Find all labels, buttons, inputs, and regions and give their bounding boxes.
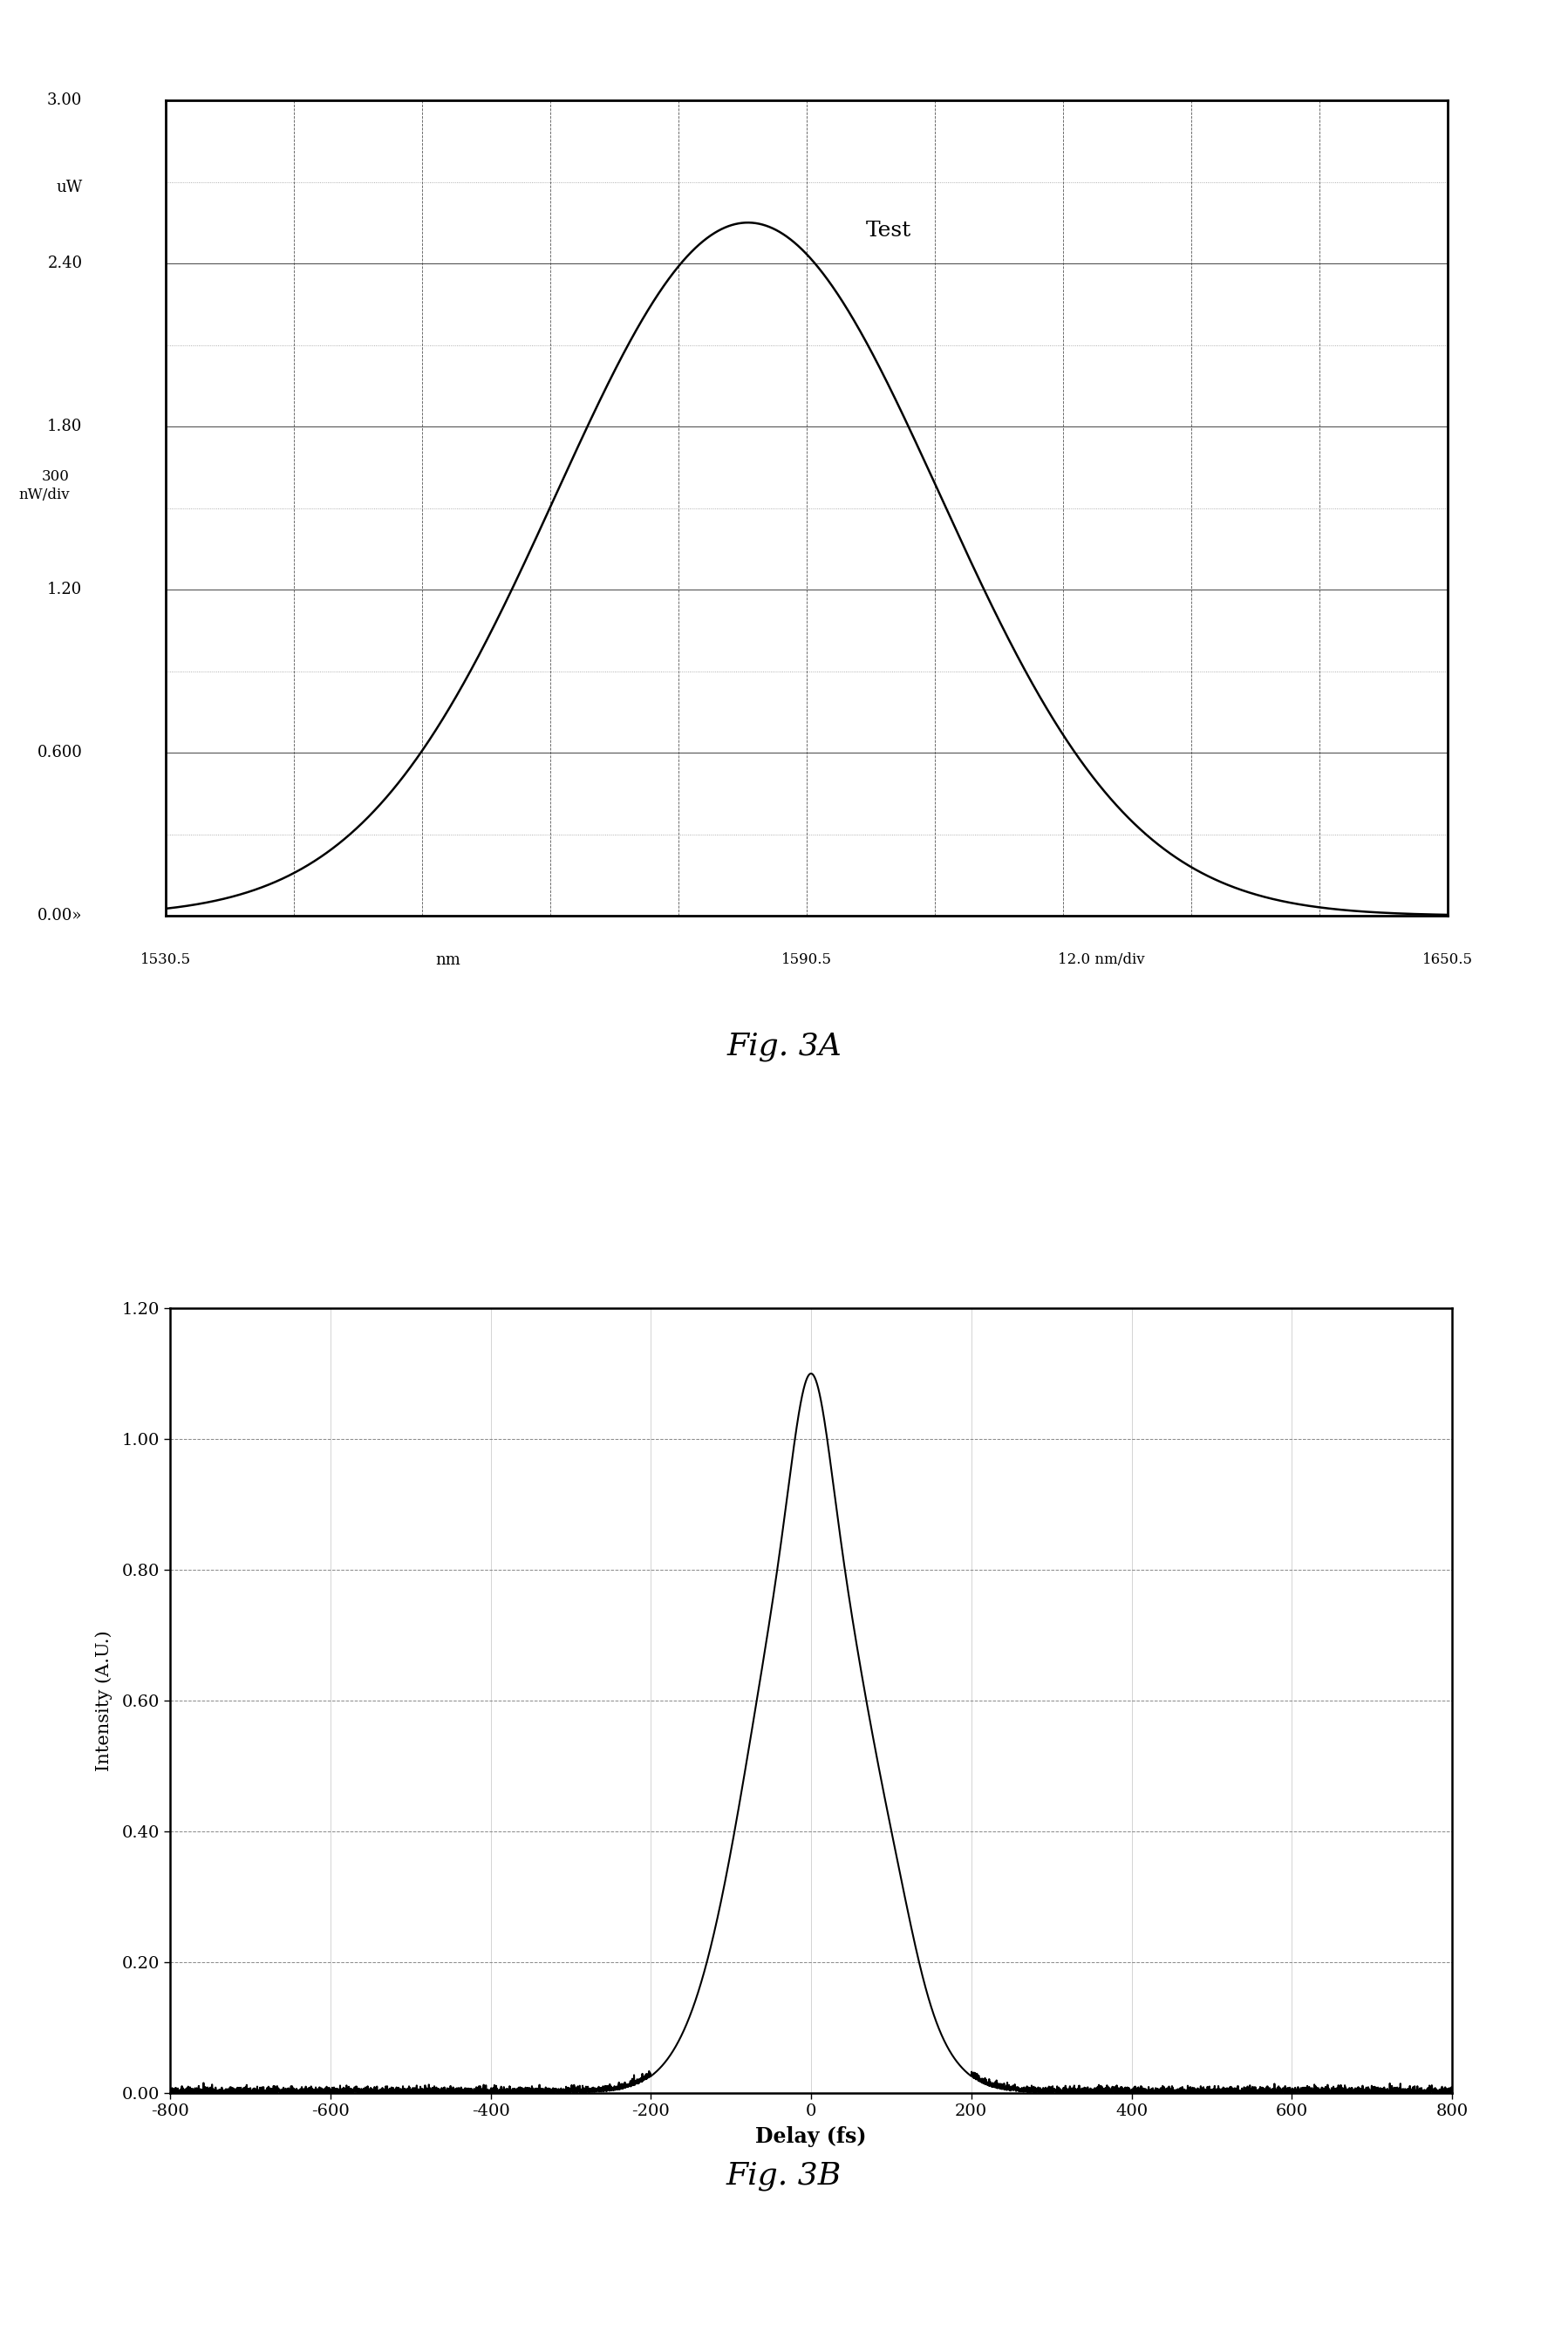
- Text: uW: uW: [56, 179, 83, 195]
- Text: 1.20: 1.20: [47, 581, 83, 598]
- Text: 0.00»: 0.00»: [38, 907, 83, 923]
- Text: Fig. 3B: Fig. 3B: [726, 2160, 842, 2190]
- Text: 1650.5: 1650.5: [1422, 953, 1472, 967]
- Text: 0.600: 0.600: [38, 744, 83, 760]
- Text: Test: Test: [866, 221, 911, 239]
- Text: 12.0 nm/div: 12.0 nm/div: [1058, 953, 1145, 967]
- Text: 300
nW/div: 300 nW/div: [19, 470, 69, 502]
- X-axis label: Delay (fs): Delay (fs): [756, 2127, 867, 2148]
- Text: 2.40: 2.40: [47, 256, 83, 272]
- Text: 3.00: 3.00: [47, 93, 83, 109]
- Text: Fig. 3A: Fig. 3A: [726, 1032, 842, 1060]
- Text: 1.80: 1.80: [47, 418, 83, 435]
- Text: 1590.5: 1590.5: [781, 953, 833, 967]
- Y-axis label: Intensity (A.U.): Intensity (A.U.): [96, 1630, 113, 1772]
- Text: nm: nm: [436, 953, 461, 967]
- Text: 1530.5: 1530.5: [141, 953, 191, 967]
